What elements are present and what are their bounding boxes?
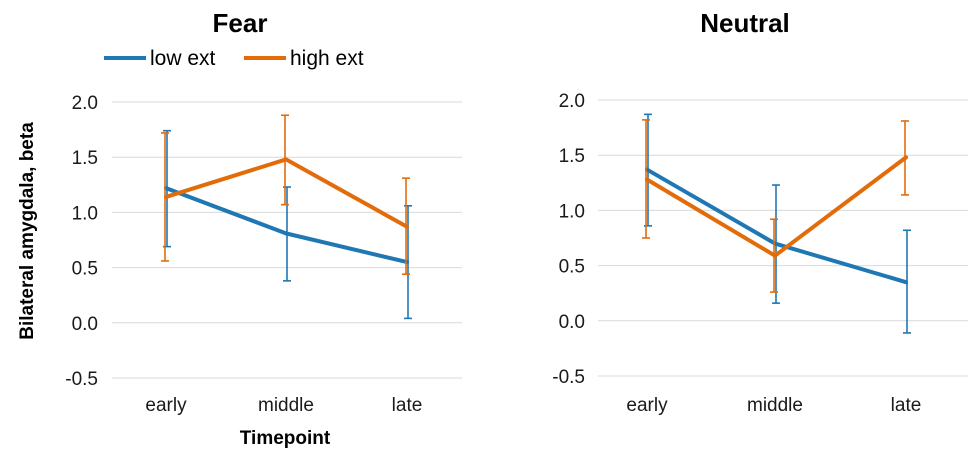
neutral-y-tick-label: 0.0	[559, 312, 585, 333]
legend: low ext high ext	[104, 47, 364, 70]
x-axis-title: Timepoint	[240, 428, 331, 449]
fear-x-tick-label: early	[145, 395, 187, 416]
neutral-y-tick-label: 1.5	[559, 146, 585, 167]
neutral-point-low-ext	[904, 280, 908, 285]
fear-panel-title: Fear	[213, 8, 268, 38]
neutral-y-tick-label: -0.5	[552, 367, 585, 388]
fear-x-tick-label: late	[392, 395, 423, 416]
neutral-y-tick-label: 2.0	[559, 91, 585, 112]
neutral-x-tick-label: late	[891, 395, 922, 416]
fear-y-tick-label: -0.5	[65, 369, 98, 390]
fear-y-tick-label: 1.0	[72, 203, 98, 224]
neutral-series-low-ext	[644, 113, 911, 334]
neutral-x-tick-label: early	[626, 395, 668, 416]
fear-y-tick-label: 0.5	[72, 259, 98, 280]
y-axis-title: Bilateral amygdala, beta	[17, 122, 38, 340]
fear-y-tick-label: 2.0	[72, 93, 98, 114]
neutral-point-high-ext	[645, 177, 649, 182]
fear-y-tick-label: 0.0	[72, 314, 98, 335]
fear-x-tick-label: middle	[258, 395, 314, 416]
neutral-point-high-ext	[773, 253, 777, 258]
neutral-plot-area: 2.0 1.5 1.0 0.5 0.0 -0.5 early middle late	[552, 91, 968, 416]
fear-point-high-ext	[284, 157, 288, 162]
fear-point-high-ext	[405, 224, 409, 229]
legend-label-low-ext: low ext	[150, 47, 216, 70]
neutral-series-high-ext	[642, 119, 909, 293]
fear-series-high-ext	[161, 114, 410, 276]
fear-series-low-ext	[163, 129, 412, 320]
fear-y-tick-label: 1.5	[72, 148, 98, 169]
fear-point-low-ext	[284, 231, 288, 236]
neutral-point-high-ext	[904, 155, 908, 160]
neutral-y-tick-label: 0.5	[559, 257, 585, 278]
legend-label-high-ext: high ext	[290, 47, 364, 70]
fear-plot-area: 2.0 1.5 1.0 0.5 0.0 -0.5 early middle late	[65, 93, 462, 416]
fear-point-high-ext	[164, 194, 168, 199]
neutral-panel-title: Neutral	[700, 8, 790, 38]
neutral-y-tick-label: 1.0	[559, 201, 585, 222]
neutral-x-tick-label: middle	[747, 395, 803, 416]
